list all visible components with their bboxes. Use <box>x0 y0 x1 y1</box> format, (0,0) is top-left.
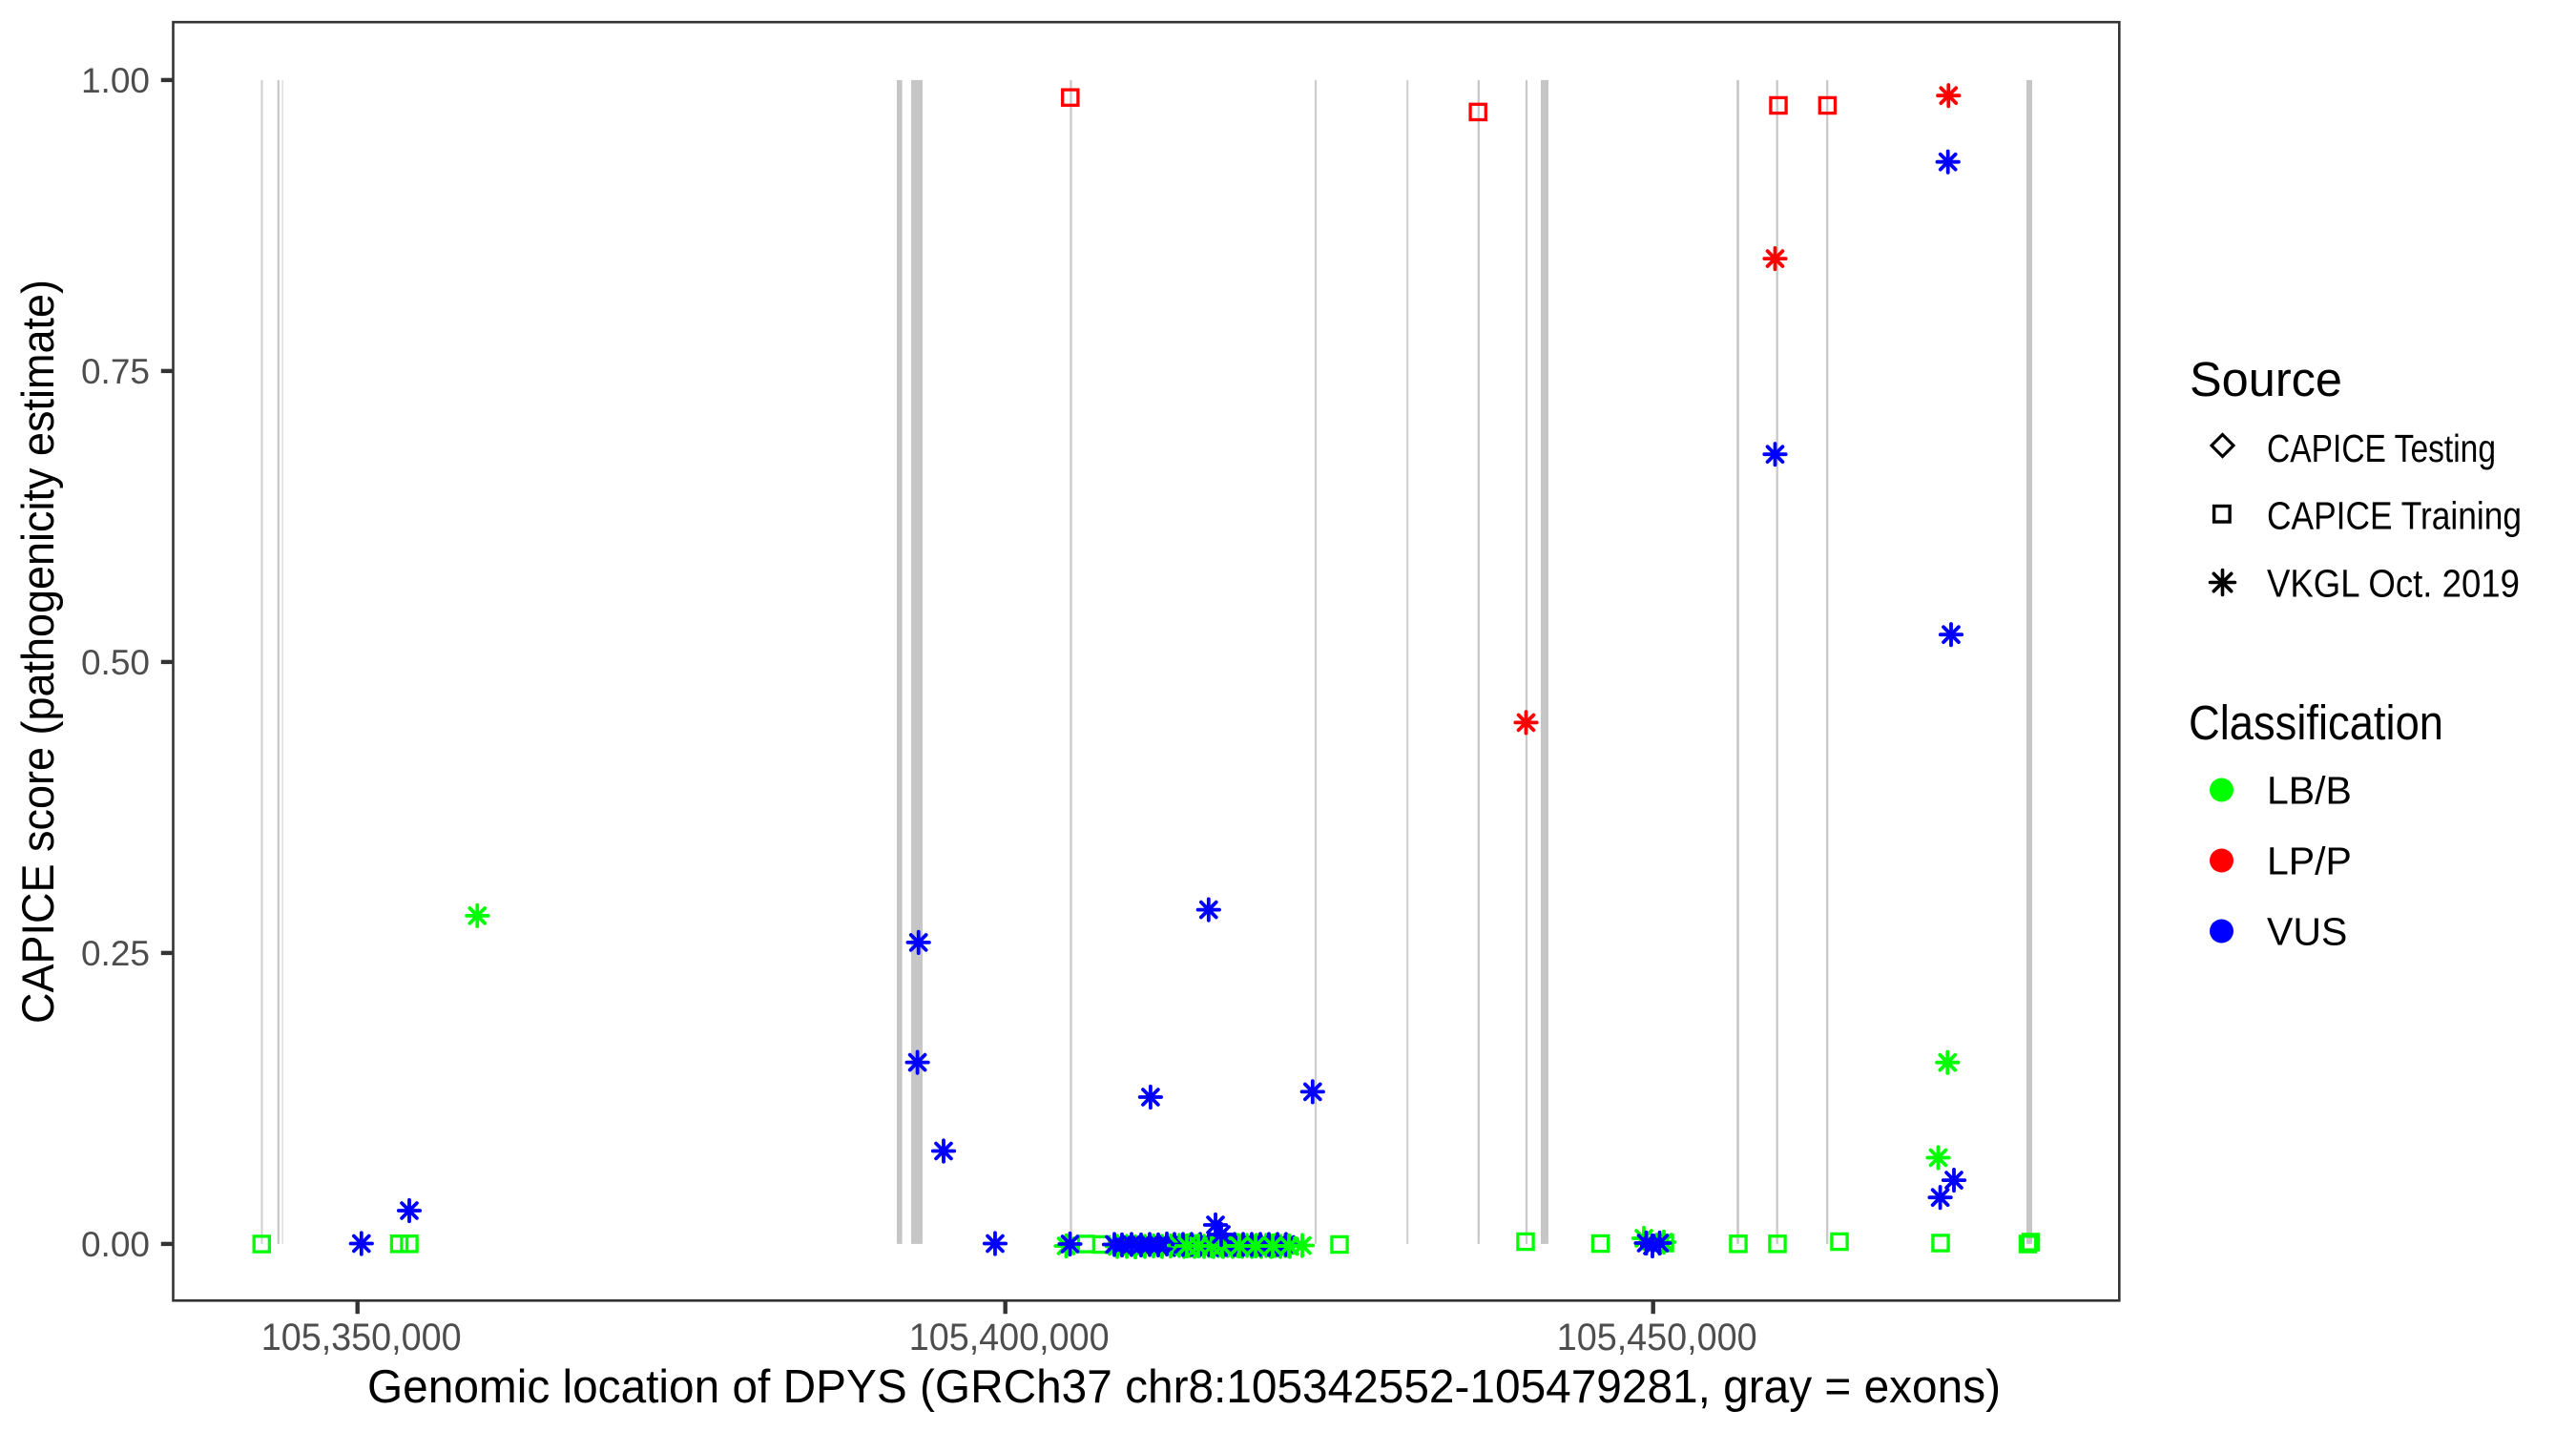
svg-text:105,400,000: 105,400,000 <box>909 1317 1110 1358</box>
svg-text:VKGL Oct. 2019: VKGL Oct. 2019 <box>2267 562 2520 606</box>
svg-text:VUS: VUS <box>2267 910 2347 954</box>
svg-text:CAPICE score (pathogenicity es: CAPICE score (pathogenicity estimate) <box>12 280 63 1024</box>
svg-text:LB/B: LB/B <box>2267 769 2352 813</box>
svg-text:Source: Source <box>2190 352 2342 406</box>
svg-text:1.00: 1.00 <box>81 61 150 100</box>
svg-text:Classification: Classification <box>2189 695 2443 750</box>
svg-text:0.75: 0.75 <box>81 352 150 391</box>
svg-text:0.25: 0.25 <box>81 934 150 973</box>
svg-text:CAPICE Training: CAPICE Training <box>2267 494 2522 538</box>
svg-text:105,350,000: 105,350,000 <box>261 1317 462 1358</box>
svg-text:0.50: 0.50 <box>81 643 150 682</box>
svg-text:LP/P: LP/P <box>2267 840 2352 883</box>
svg-text:Genomic location of DPYS (GRCh: Genomic location of DPYS (GRCh37 chr8:10… <box>367 1361 2001 1413</box>
svg-text:CAPICE Testing: CAPICE Testing <box>2267 426 2496 470</box>
svg-text:105,450,000: 105,450,000 <box>1557 1317 1757 1358</box>
svg-text:0.00: 0.00 <box>81 1225 150 1264</box>
